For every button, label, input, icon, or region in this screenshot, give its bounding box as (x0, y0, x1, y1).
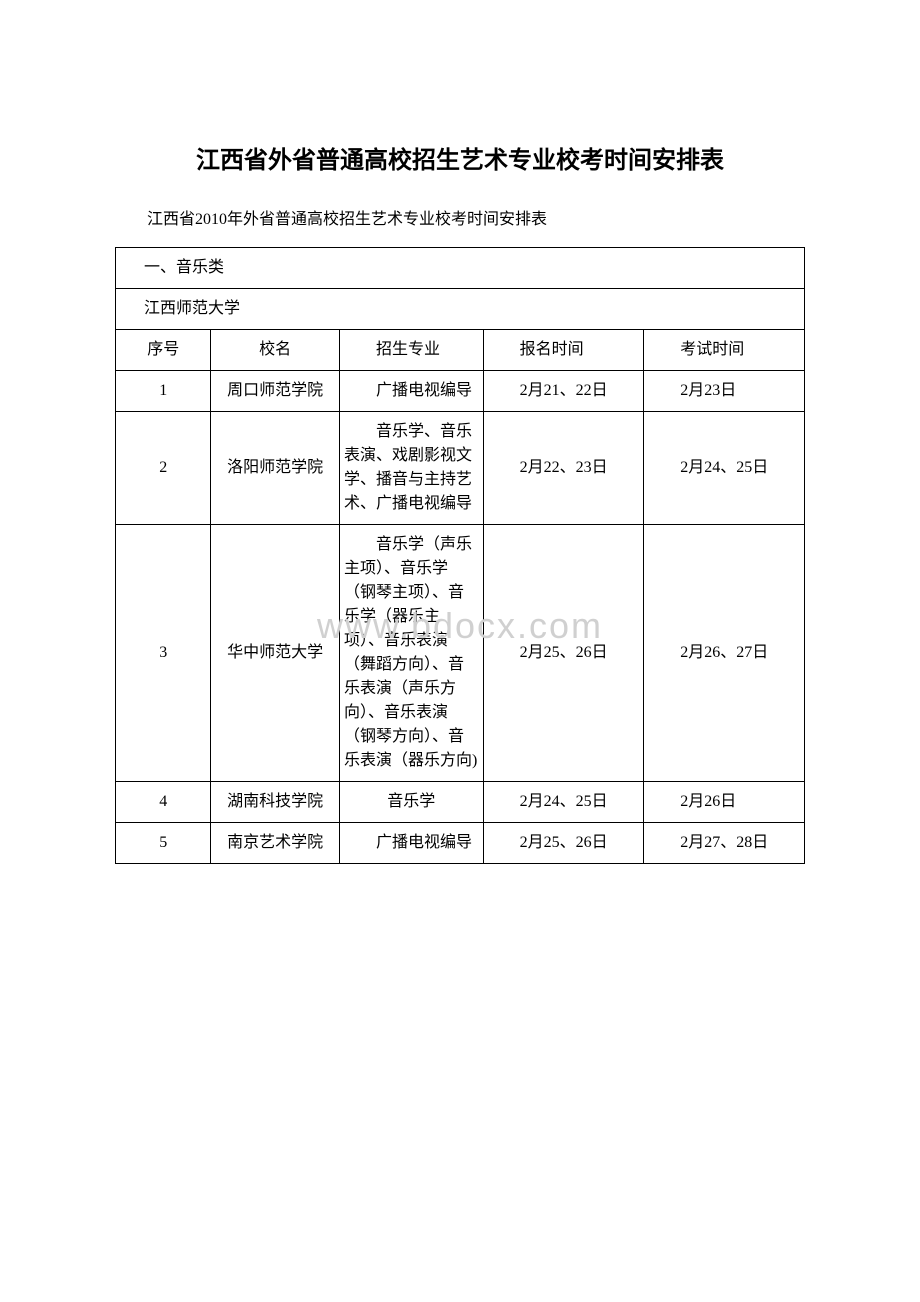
cell-school: 洛阳师范学院 (211, 412, 340, 525)
table-row: 5 南京艺术学院 广播电视编导 2月25、26日 2月27、28日 (116, 823, 805, 864)
cell-major: 广播电视编导 (339, 371, 483, 412)
cell-major: 音乐学 (339, 782, 483, 823)
section-header: 一、音乐类 (116, 248, 805, 289)
venue-row: 江西师范大学 (116, 289, 805, 330)
cell-reg-time: 2月25、26日 (483, 525, 644, 782)
cell-seq: 1 (116, 371, 211, 412)
cell-reg-time: 2月21、22日 (483, 371, 644, 412)
page-title: 江西省外省普通高校招生艺术专业校考时间安排表 (115, 140, 805, 175)
cell-school: 华中师范大学 (211, 525, 340, 782)
cell-school: 周口师范学院 (211, 371, 340, 412)
col-reg-time: 报名时间 (483, 330, 644, 371)
cell-exam-time: 2月26日 (644, 782, 805, 823)
cell-seq: 5 (116, 823, 211, 864)
cell-seq: 4 (116, 782, 211, 823)
table-row: 3 华中师范大学 音乐学（声乐主项）、音乐学（钢琴主项）、音乐学（器乐主项）、音… (116, 525, 805, 782)
cell-reg-time: 2月24、25日 (483, 782, 644, 823)
table-row: 4 湖南科技学院 音乐学 2月24、25日 2月26日 (116, 782, 805, 823)
cell-reg-time: 2月22、23日 (483, 412, 644, 525)
cell-major: 音乐学（声乐主项）、音乐学（钢琴主项）、音乐学（器乐主项）、音乐表演（舞蹈方向）… (339, 525, 483, 782)
page-subtitle: 江西省2010年外省普通高校招生艺术专业校考时间安排表 (115, 205, 805, 229)
cell-seq: 3 (116, 525, 211, 782)
cell-exam-time: 2月23日 (644, 371, 805, 412)
cell-exam-time: 2月27、28日 (644, 823, 805, 864)
cell-school: 湖南科技学院 (211, 782, 340, 823)
cell-school: 南京艺术学院 (211, 823, 340, 864)
section-header-row: 一、音乐类 (116, 248, 805, 289)
cell-exam-time: 2月26、27日 (644, 525, 805, 782)
col-major: 招生专业 (339, 330, 483, 371)
column-header-row: 序号 校名 招生专业 报名时间 考试时间 (116, 330, 805, 371)
cell-seq: 2 (116, 412, 211, 525)
schedule-table: 一、音乐类 江西师范大学 序号 校名 招生专业 报名时间 考试时间 1 周口师范… (115, 247, 805, 864)
table-row: 2 洛阳师范学院 音乐学、音乐表演、戏剧影视文学、播音与主持艺术、广播电视编导 … (116, 412, 805, 525)
cell-reg-time: 2月25、26日 (483, 823, 644, 864)
col-school: 校名 (211, 330, 340, 371)
col-seq: 序号 (116, 330, 211, 371)
table-row: 1 周口师范学院 广播电视编导 2月21、22日 2月23日 (116, 371, 805, 412)
venue-cell: 江西师范大学 (116, 289, 805, 330)
cell-exam-time: 2月24、25日 (644, 412, 805, 525)
col-exam-time: 考试时间 (644, 330, 805, 371)
cell-major: 广播电视编导 (339, 823, 483, 864)
cell-major: 音乐学、音乐表演、戏剧影视文学、播音与主持艺术、广播电视编导 (339, 412, 483, 525)
